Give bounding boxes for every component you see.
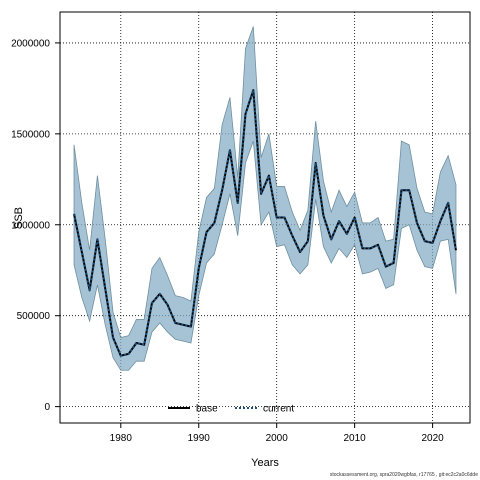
legend: base current [168, 404, 294, 415]
x-tick-label: 2020 [421, 433, 444, 444]
x-axis-title: Years [251, 457, 279, 469]
y-axis-title: SSB [13, 207, 25, 229]
series-line-current [72, 89, 458, 357]
x-tick-label: 1990 [188, 433, 211, 444]
plot-frame [59, 11, 471, 424]
source-footnote: stockassessment.org, spra2020wgbfas, r17… [329, 472, 478, 478]
y-tick-label: 1000000 [11, 220, 50, 231]
x-tick-label: 2010 [344, 433, 367, 444]
y-tick-label: 1500000 [11, 129, 50, 140]
x-tick-label: 1980 [110, 433, 133, 444]
x-tick-label: 2000 [266, 433, 289, 444]
y-tick-label: 500000 [17, 311, 51, 322]
confidence-band [73, 26, 457, 371]
y-tick-label: 2000000 [11, 38, 50, 49]
series-lines [72, 89, 458, 357]
legend-label-base: base [196, 404, 218, 415]
uncertainty-band [73, 26, 457, 371]
axes: 1980 1990 2000 2010 2020 0 500000 1000000 150000… [11, 38, 444, 444]
y-tick-label: 0 [44, 402, 50, 413]
legend-label-current: current [263, 404, 294, 415]
